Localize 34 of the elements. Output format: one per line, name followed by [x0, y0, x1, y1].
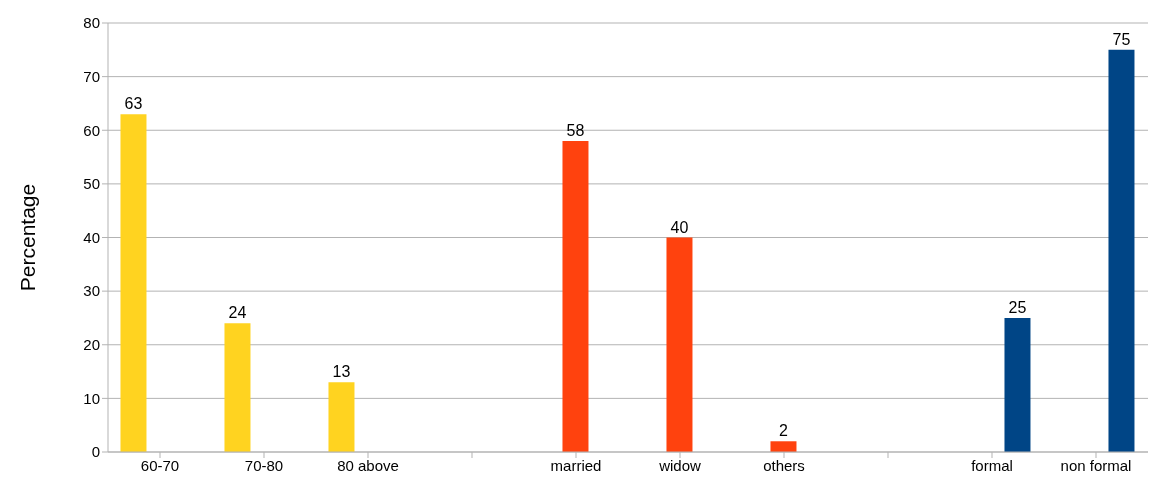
bar — [770, 441, 797, 452]
x-tick-label: non formal — [1060, 456, 1132, 474]
bar — [224, 323, 251, 452]
x-tick-label: 60-70 — [140, 456, 180, 474]
bar — [120, 114, 147, 452]
bar — [562, 140, 589, 452]
bar — [1108, 49, 1135, 452]
data-label: 40 — [670, 218, 689, 236]
data-label: 63 — [124, 95, 143, 113]
x-tick-label: widow — [658, 456, 702, 474]
x-tick-label: married — [550, 456, 602, 474]
y-tick-label: 10 — [83, 389, 100, 407]
bar — [328, 382, 355, 452]
y-tick-label: 20 — [83, 336, 100, 354]
y-tick-label: 0 — [91, 443, 100, 461]
x-tick-label: 80 above — [337, 456, 399, 474]
x-tick-label: others — [763, 456, 805, 474]
y-tick-label: 40 — [83, 228, 100, 246]
y-tick-label: 50 — [83, 175, 100, 193]
x-tick-label: formal — [971, 456, 1013, 474]
y-tick-label: 70 — [83, 67, 100, 85]
data-label: 24 — [228, 304, 247, 322]
y-tick-label: 80 — [83, 14, 100, 32]
bar — [666, 237, 693, 452]
data-label: 25 — [1008, 298, 1027, 316]
x-tick-label: 70-80 — [244, 456, 284, 474]
y-tick-label: 60 — [83, 121, 100, 139]
y-axis-title: Percentage — [16, 183, 40, 292]
data-label: 2 — [779, 422, 789, 440]
bar — [1004, 317, 1031, 452]
data-label: 75 — [1112, 30, 1131, 48]
data-label: 58 — [566, 121, 585, 139]
data-label: 13 — [332, 363, 351, 381]
y-tick-label: 30 — [83, 282, 100, 300]
